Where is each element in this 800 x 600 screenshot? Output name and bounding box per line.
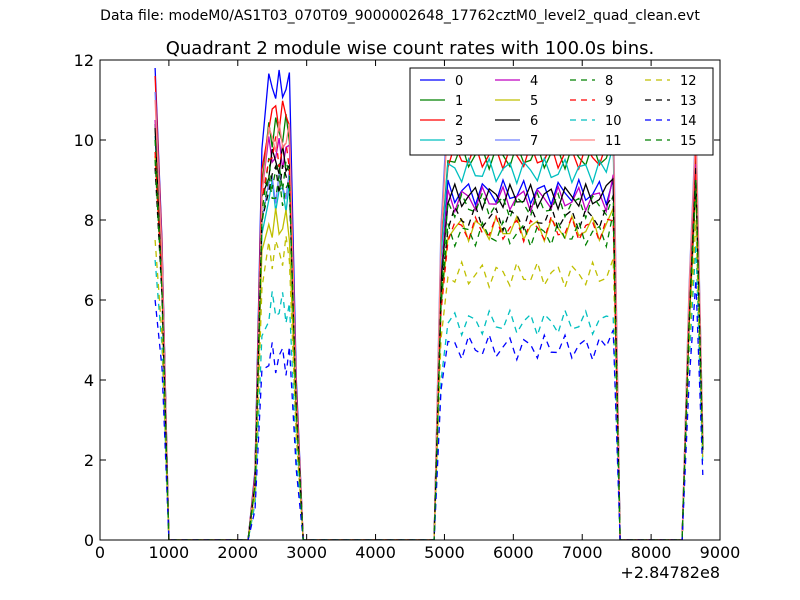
x-tick-label: 8000	[631, 543, 672, 562]
series-line-8	[154, 139, 704, 540]
x-tick-label: 4000	[355, 543, 396, 562]
legend-label-3: 3	[455, 134, 463, 149]
series-line-11	[154, 99, 704, 540]
x-tick-label: 1000	[149, 543, 190, 562]
x-tick-label: 3000	[286, 543, 327, 562]
legend-label-12: 12	[680, 74, 697, 89]
y-tick-label: 12	[74, 51, 94, 70]
y-tick-label: 0	[84, 531, 94, 550]
legend-label-7: 7	[530, 134, 538, 149]
x-tick-label: 6000	[493, 543, 534, 562]
y-tick-label: 2	[84, 451, 94, 470]
legend-label-9: 9	[605, 94, 613, 109]
y-tick-label: 6	[84, 291, 94, 310]
legend-label-0: 0	[455, 74, 463, 89]
y-tick-label: 4	[84, 371, 94, 390]
legend-label-4: 4	[530, 74, 538, 89]
series-line-3	[154, 135, 704, 540]
series-line-6	[154, 127, 704, 540]
series-line-1	[154, 114, 704, 540]
legend-label-13: 13	[680, 94, 697, 109]
x-tick-label: 2000	[217, 543, 258, 562]
series-line-7	[154, 91, 704, 540]
series-line-14	[154, 279, 704, 540]
y-tick-label: 8	[84, 211, 94, 230]
legend-label-5: 5	[530, 94, 538, 109]
x-tick-label: 7000	[562, 543, 603, 562]
x-tick-label: 0	[95, 543, 105, 562]
legend-label-15: 15	[680, 134, 697, 149]
chart-title: Quadrant 2 module wise count rates with …	[166, 38, 655, 59]
legend-label-11: 11	[605, 134, 622, 149]
x-tick-label: 5000	[424, 543, 465, 562]
series-line-15	[154, 159, 704, 540]
series-line-4	[154, 119, 704, 540]
series-line-10	[154, 243, 704, 540]
legend-label-14: 14	[680, 114, 697, 129]
y-tick-label: 10	[74, 131, 94, 150]
legend-label-6: 6	[530, 114, 538, 129]
x-tick-label: 9000	[700, 543, 741, 562]
legend-label-1: 1	[455, 94, 463, 109]
series-line-0	[154, 67, 704, 540]
series-line-5	[154, 155, 704, 540]
series-line-13	[154, 164, 704, 540]
data-file-title: Data file: modeM0/AS1T03_070T09_90000026…	[100, 8, 700, 24]
x-offset-label: +2.84782e8	[620, 563, 720, 582]
series-line-12	[154, 219, 704, 540]
legend-label-2: 2	[455, 114, 463, 129]
legend-label-8: 8	[605, 74, 613, 89]
series-line-9	[154, 136, 704, 540]
legend-box	[409, 67, 714, 156]
legend-label-10: 10	[605, 114, 622, 129]
